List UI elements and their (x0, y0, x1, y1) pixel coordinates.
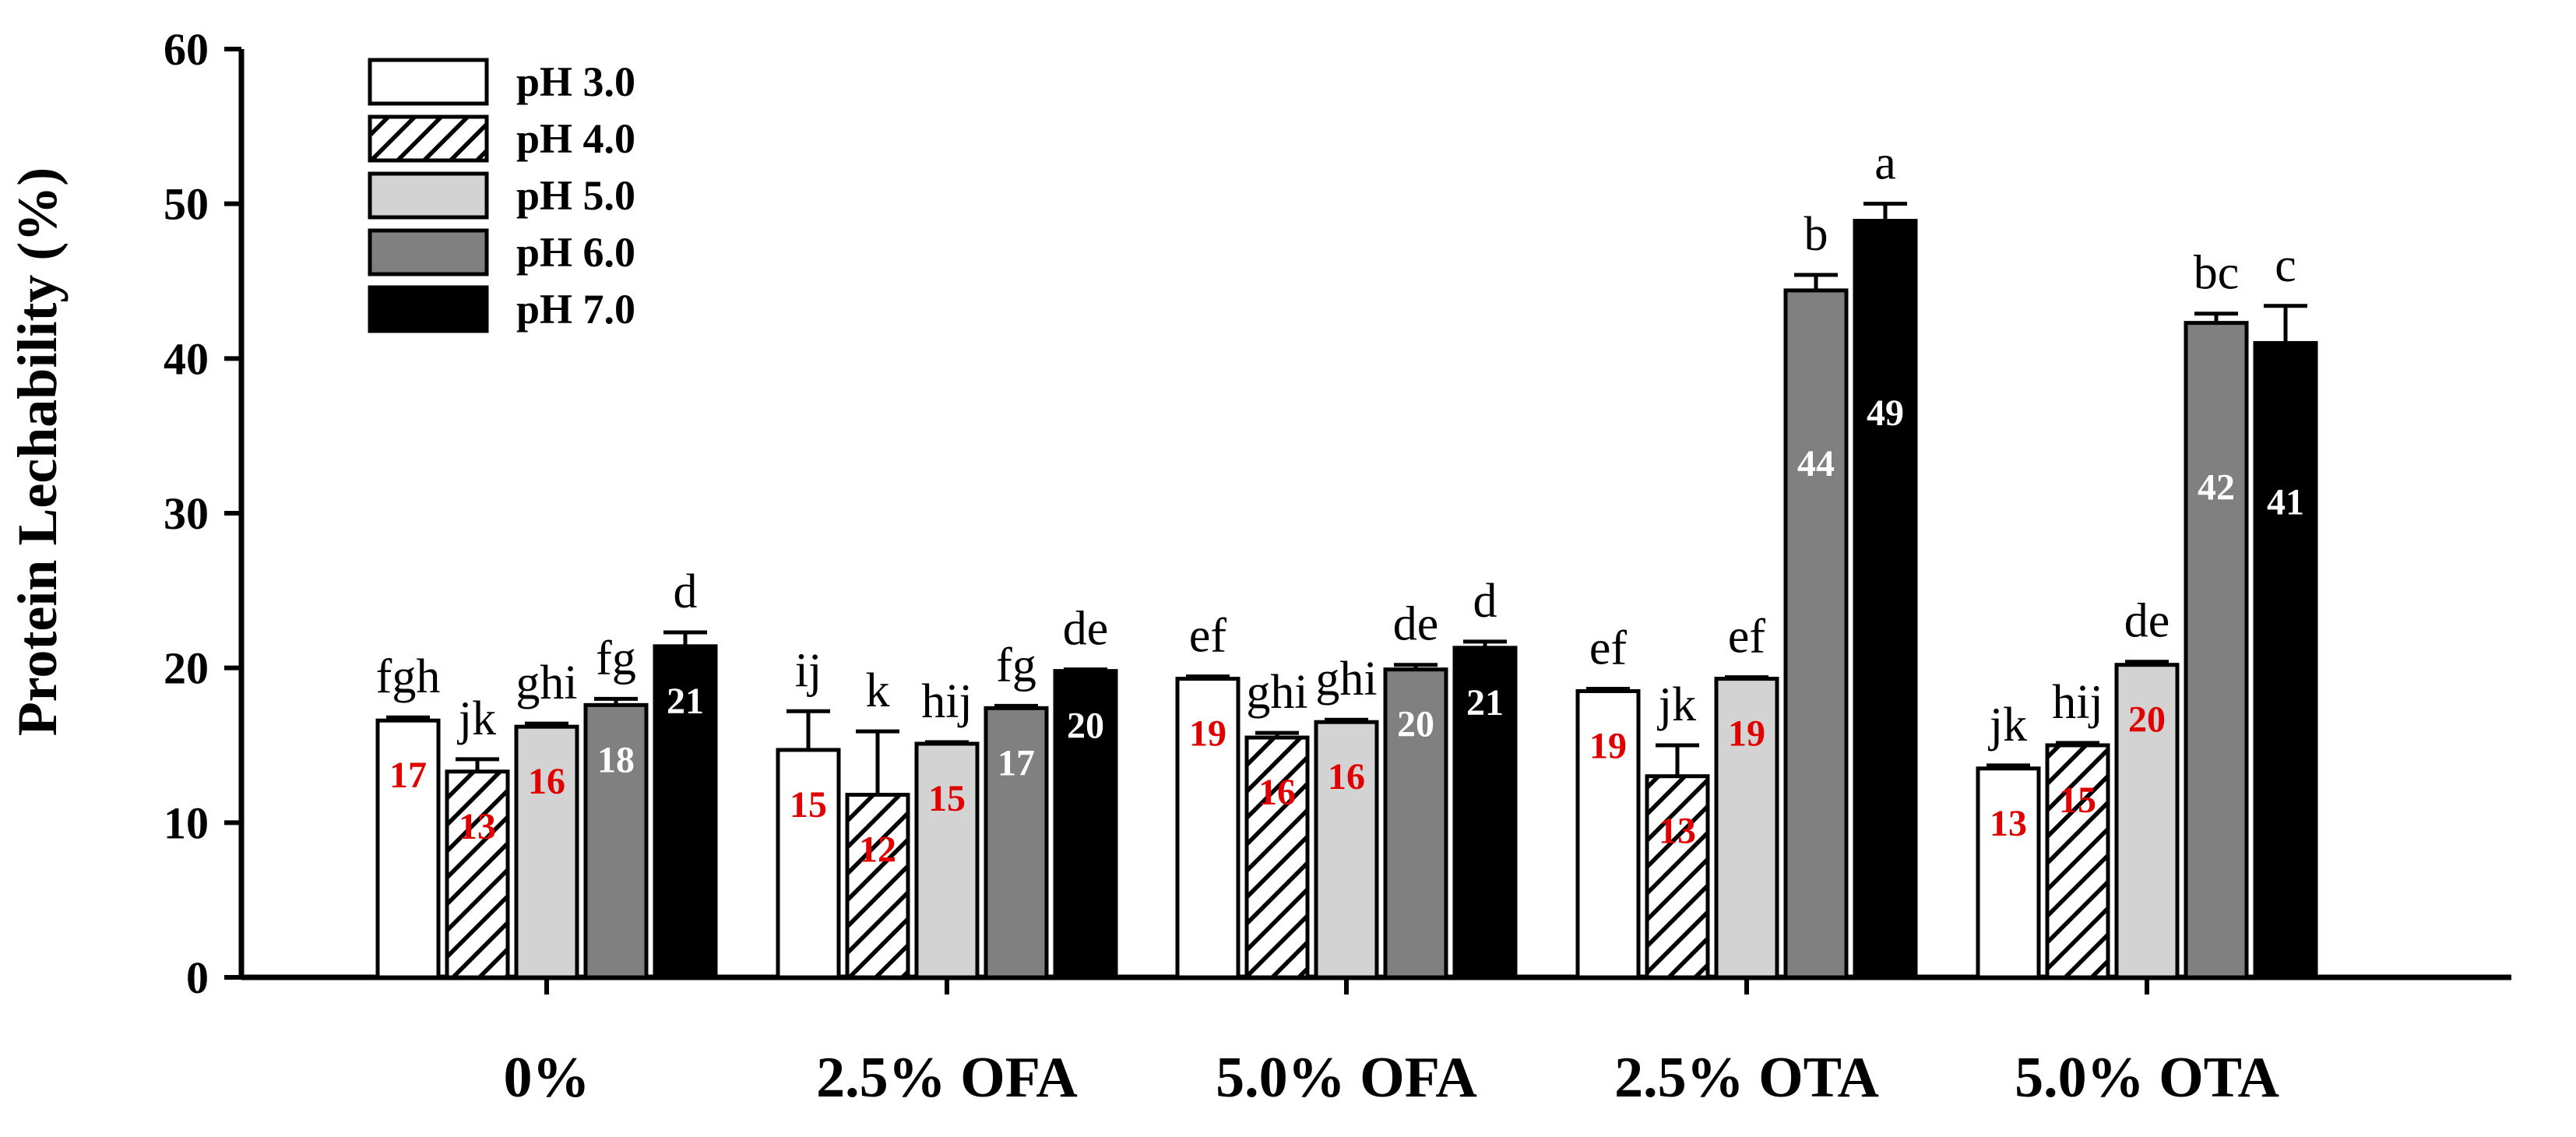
significance-letter: ef (1189, 610, 1227, 663)
significance-letter: d (674, 565, 698, 618)
bar (1452, 646, 1518, 980)
bar (2253, 340, 2318, 980)
bar-value-label: 20 (1067, 706, 1104, 747)
bar-value-label: 16 (1328, 756, 1365, 797)
bar-value-label: 17 (389, 755, 427, 796)
y-tick-label: 50 (164, 179, 209, 230)
bar-value-label: 44 (1797, 443, 1835, 484)
y-tick-label: 0 (186, 952, 209, 1003)
bar (1645, 774, 1710, 980)
bar-value-label: 21 (667, 681, 704, 722)
bar (2184, 321, 2249, 980)
legend-label: pH 4.0 (516, 115, 635, 162)
significance-letter: jk (1988, 699, 2027, 752)
legend: pH 3.0 pH 4.0 pH 5.0 pH 6.0 pH 7.0 (368, 58, 635, 333)
legend-swatch (368, 114, 489, 163)
bar-value-label: 15 (2059, 780, 2096, 821)
bar-value-label: 49 (1867, 392, 1904, 434)
bar-value-label: 13 (1990, 803, 2027, 844)
bar (1244, 735, 1310, 980)
legend-label: pH 5.0 (516, 172, 635, 219)
bar-value-label: 41 (2267, 481, 2304, 523)
legend-swatch (368, 285, 489, 333)
significance-letter: ij (795, 644, 822, 697)
x-category-label: 5.0% OFA (1216, 1046, 1477, 1110)
y-axis: 0 10 20 30 40 50 60 (164, 24, 245, 1003)
y-tick-label: 10 (164, 797, 209, 848)
bar (1714, 677, 1779, 980)
bar-value-label: 17 (998, 742, 1035, 783)
bar-value-label: 20 (2128, 699, 2166, 741)
bar (1314, 720, 1379, 980)
bar-value-label: 19 (1728, 713, 1765, 755)
significance-letter: de (1393, 598, 1439, 651)
legend-swatch (368, 58, 489, 106)
significance-letter: ghi (1315, 653, 1377, 706)
significance-letter: d (1473, 575, 1497, 628)
x-category-label: 5.0% OTA (2015, 1046, 2279, 1110)
y-tick-label: 20 (164, 643, 209, 694)
significance-letter: ef (1728, 611, 1766, 664)
significance-letter: ghi (1246, 666, 1307, 719)
bar-value-label: 15 (790, 784, 827, 825)
bar-value-label: 16 (1258, 772, 1296, 813)
x-axis: 0% 2.5% OFA 5.0% OFA 2.5% OTA 5.0% OTA (241, 974, 2511, 1110)
significance-letter: ef (1589, 621, 1628, 674)
significance-letter: jk (1657, 678, 1696, 731)
x-category-label: 0% (504, 1046, 590, 1110)
bar (845, 793, 910, 980)
bar (1575, 688, 1641, 980)
significance-letter: fg (596, 632, 636, 685)
y-tick-label: 30 (164, 488, 209, 539)
y-axis-title: Protein Lechability (%) (6, 167, 69, 737)
bar (375, 718, 441, 980)
y-tick-label: 60 (164, 24, 209, 75)
bar (1783, 288, 1849, 980)
significance-letter: hij (2052, 676, 2103, 729)
bar-value-label: 21 (1466, 682, 1504, 723)
x-category-label: 2.5% OTA (1614, 1046, 1879, 1110)
bar-value-label: 20 (1397, 704, 1434, 745)
bar-value-label: 19 (1589, 725, 1627, 766)
significance-letter: a (1874, 137, 1896, 190)
bar-value-label: 42 (2198, 467, 2235, 509)
significance-letter: de (2124, 595, 2170, 648)
significance-letter: k (866, 664, 890, 717)
bar (1053, 669, 1118, 980)
bar-value-label: 12 (859, 829, 896, 871)
legend-swatch (368, 228, 489, 276)
bar (1976, 766, 2041, 980)
legend-label: pH 7.0 (516, 286, 635, 333)
significance-letter: hij (921, 675, 972, 728)
bar-value-label: 13 (1659, 811, 1696, 852)
bar-value-label: 16 (528, 761, 565, 802)
bar (2114, 663, 2180, 980)
bar-value-label: 13 (459, 806, 496, 847)
legend-label: pH 3.0 (516, 58, 635, 105)
bar (984, 706, 1049, 980)
x-category-label: 2.5% OFA (816, 1046, 1078, 1110)
bar-value-label: 19 (1189, 713, 1226, 755)
significance-letter: b (1804, 208, 1828, 261)
significance-letter: c (2275, 239, 2296, 292)
bar-value-label: 15 (928, 778, 966, 819)
significance-letter: ghi (516, 657, 577, 709)
bar (1853, 219, 1918, 980)
significance-letter: bc (2194, 247, 2240, 300)
significance-letter: fg (996, 639, 1036, 692)
legend-swatch (368, 171, 489, 220)
significance-letter: fgh (376, 650, 441, 703)
legend-label: pH 6.0 (516, 229, 635, 276)
bar-value-label: 18 (597, 739, 635, 780)
bar-series-group: fgh 17 ij 15 ef 19 ef 19 jk 13 jk 13 k 12 ghi 16 jk 13 hij… (375, 137, 2318, 980)
significance-letter: de (1063, 603, 1109, 656)
bar (445, 769, 510, 980)
y-tick-label: 40 (164, 333, 209, 384)
significance-letter: jk (457, 692, 496, 745)
